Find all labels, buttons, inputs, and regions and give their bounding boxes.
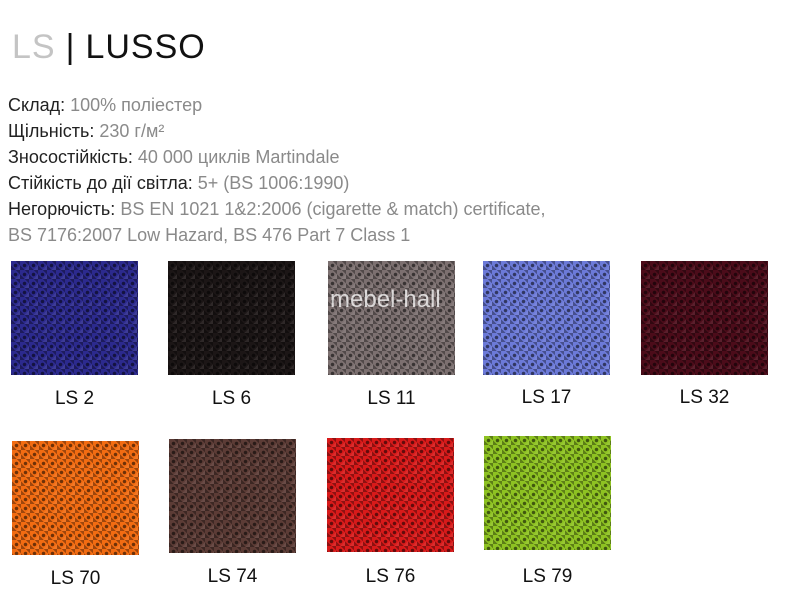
fabric-texture: [11, 261, 138, 375]
spec-composition: Склад: 100% поліестер: [8, 95, 203, 115]
fabric-texture: [168, 261, 295, 375]
fabric-texture: [328, 261, 455, 375]
fabric-swatch: [168, 261, 295, 375]
fabric-texture: [169, 439, 296, 553]
fabric-swatch: [484, 436, 611, 550]
fabric-swatch: [641, 261, 768, 375]
fabric-swatch: [169, 439, 296, 553]
swatch-label: LS 74: [207, 566, 258, 587]
fabric-texture: [484, 436, 611, 550]
title-separator: |: [65, 28, 76, 66]
swatch-label: LS 70: [50, 568, 101, 589]
swatch-label: LS 32: [679, 387, 730, 408]
spec-list: Склад: 100% поліестер Щільність: 230 г/м…: [8, 92, 546, 248]
swatch-label: LS 17: [521, 387, 572, 408]
spec-flammability-cont: BS 7176:2007 Low Hazard, BS 476 Part 7 C…: [8, 225, 411, 245]
fabric-swatch: [483, 261, 610, 375]
swatch-label: LS 6: [211, 388, 252, 409]
fabric-swatch: [11, 261, 138, 375]
collection-name: LUSSO: [85, 28, 206, 66]
fabric-swatch: [327, 438, 454, 552]
swatch-label: LS 2: [54, 388, 95, 409]
swatch-label: LS 79: [522, 566, 573, 587]
fabric-swatch: [328, 261, 455, 375]
fabric-swatch: [12, 441, 139, 555]
swatch-label: LS 76: [365, 566, 416, 587]
page-title: LS | LUSSO: [12, 28, 206, 67]
fabric-texture: [483, 261, 610, 375]
fabric-texture: [12, 441, 139, 555]
fabric-texture: [641, 261, 768, 375]
spec-abrasion: Зносостійкість: 40 000 циклів Martindale: [8, 147, 340, 167]
spec-density: Щільність: 230 г/м²: [8, 121, 165, 141]
spec-flammability: Негорючість: BS EN 1021 1&2:2006 (cigare…: [8, 199, 546, 219]
swatch-label: LS 11: [367, 388, 416, 409]
collection-code: LS: [12, 28, 56, 66]
fabric-texture: [327, 438, 454, 552]
spec-lightfastness: Стійкість до дії світла: 5+ (BS 1006:199…: [8, 173, 350, 193]
